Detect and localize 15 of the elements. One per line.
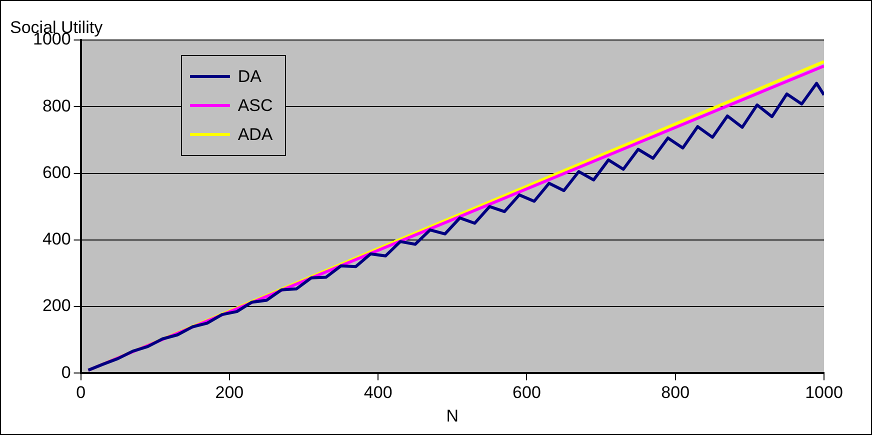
x-tick-label: 600 [512,383,541,402]
x-tick-label: 200 [215,383,244,402]
x-tick-label: 800 [661,383,690,402]
x-tick-label: 1000 [805,383,843,402]
y-tick-label: 600 [42,162,71,182]
y-tick-label: 0 [61,362,71,382]
y-tick-label: 400 [42,230,71,249]
legend-label: ADA [238,124,273,144]
x-tick-label: 400 [364,383,392,402]
x-tick-label: 0 [76,383,86,402]
legend-label: ASC [238,96,273,116]
y-tick-label: 800 [42,96,71,116]
legend-label: DA [238,66,262,86]
x-axis-title: N [446,406,459,426]
y-tick-label: 200 [42,296,71,316]
